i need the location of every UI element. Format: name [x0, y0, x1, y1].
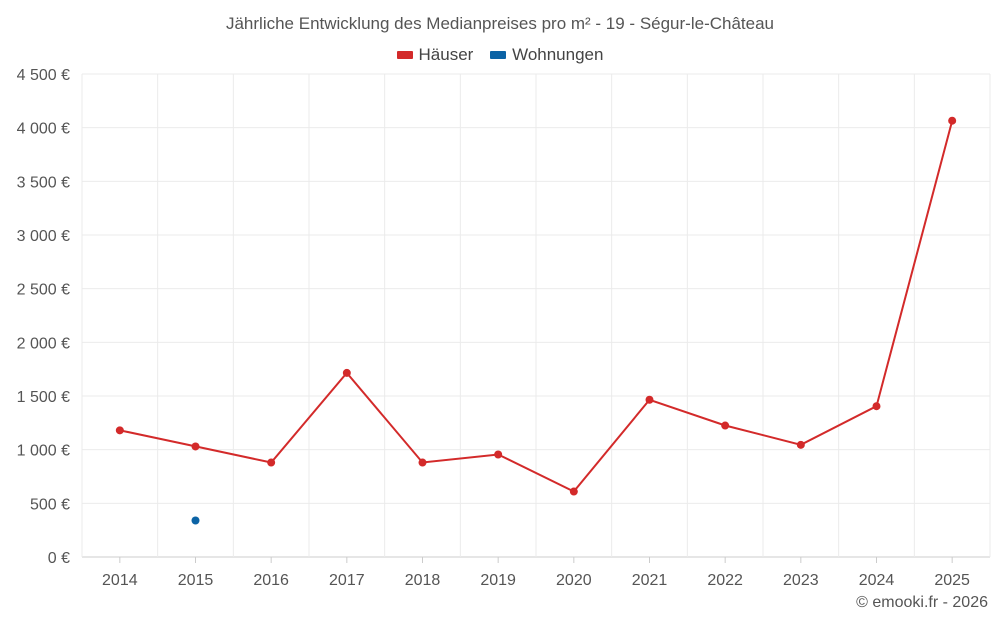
- x-tick-label: 2014: [102, 572, 138, 589]
- y-tick-label: 2 500 €: [17, 282, 70, 299]
- legend-swatch-haeuser: [396, 51, 413, 59]
- credit-text: © emooki.fr - 2026: [856, 594, 988, 611]
- legend-item-wohnungen[interactable]: Wohnungen: [490, 45, 603, 65]
- data-point-series-0: [267, 458, 276, 467]
- series-line-0: [119, 120, 954, 493]
- y-tick-label: 1 500 €: [17, 389, 70, 406]
- x-tick-label: 2021: [632, 572, 668, 589]
- data-point-series-0: [418, 458, 427, 467]
- y-tick-label: 1 000 €: [17, 443, 70, 460]
- legend-label-haeuser: Häuser: [418, 45, 474, 64]
- y-tick-label: 500 €: [30, 496, 70, 513]
- x-tick-label: 2022: [707, 572, 743, 589]
- data-point-series-0: [494, 450, 503, 459]
- data-point-series-0: [191, 442, 200, 451]
- legend-swatch-wohnungen: [490, 51, 507, 59]
- y-tick-label: 0 €: [48, 550, 70, 567]
- x-tick-label: 2024: [859, 572, 895, 589]
- x-tick-label: 2015: [178, 572, 214, 589]
- x-tick-label: 2017: [329, 572, 365, 589]
- x-tick-label: 2025: [934, 572, 970, 589]
- x-tick-label: 2018: [405, 572, 441, 589]
- y-tick-label: 3 000 €: [17, 228, 70, 245]
- data-point-series-0: [645, 395, 654, 404]
- data-point-series-0: [342, 368, 351, 377]
- data-point-series-1: [191, 516, 200, 525]
- legend-label-wohnungen: Wohnungen: [512, 45, 604, 64]
- x-tick-label: 2020: [556, 572, 592, 589]
- data-point-series-0: [569, 487, 578, 496]
- y-tick-label: 3 500 €: [17, 174, 70, 191]
- x-tick-label: 2023: [783, 572, 819, 589]
- legend-item-haeuser[interactable]: Häuser: [396, 45, 474, 65]
- data-point-series-0: [721, 421, 730, 430]
- data-point-series-0: [115, 426, 124, 435]
- y-tick-label: 2 000 €: [17, 335, 70, 352]
- x-tick-label: 2019: [480, 572, 516, 589]
- chart-legend: Häuser Wohnungen: [0, 44, 1000, 65]
- data-point-series-0: [948, 116, 957, 125]
- data-point-series-0: [796, 440, 805, 449]
- y-tick-label: 4 500 €: [17, 67, 70, 84]
- chart-title: Jährliche Entwicklung des Medianpreises …: [225, 14, 775, 33]
- x-tick-label: 2016: [253, 572, 289, 589]
- y-tick-label: 4 000 €: [17, 121, 70, 138]
- data-point-series-0: [872, 402, 881, 411]
